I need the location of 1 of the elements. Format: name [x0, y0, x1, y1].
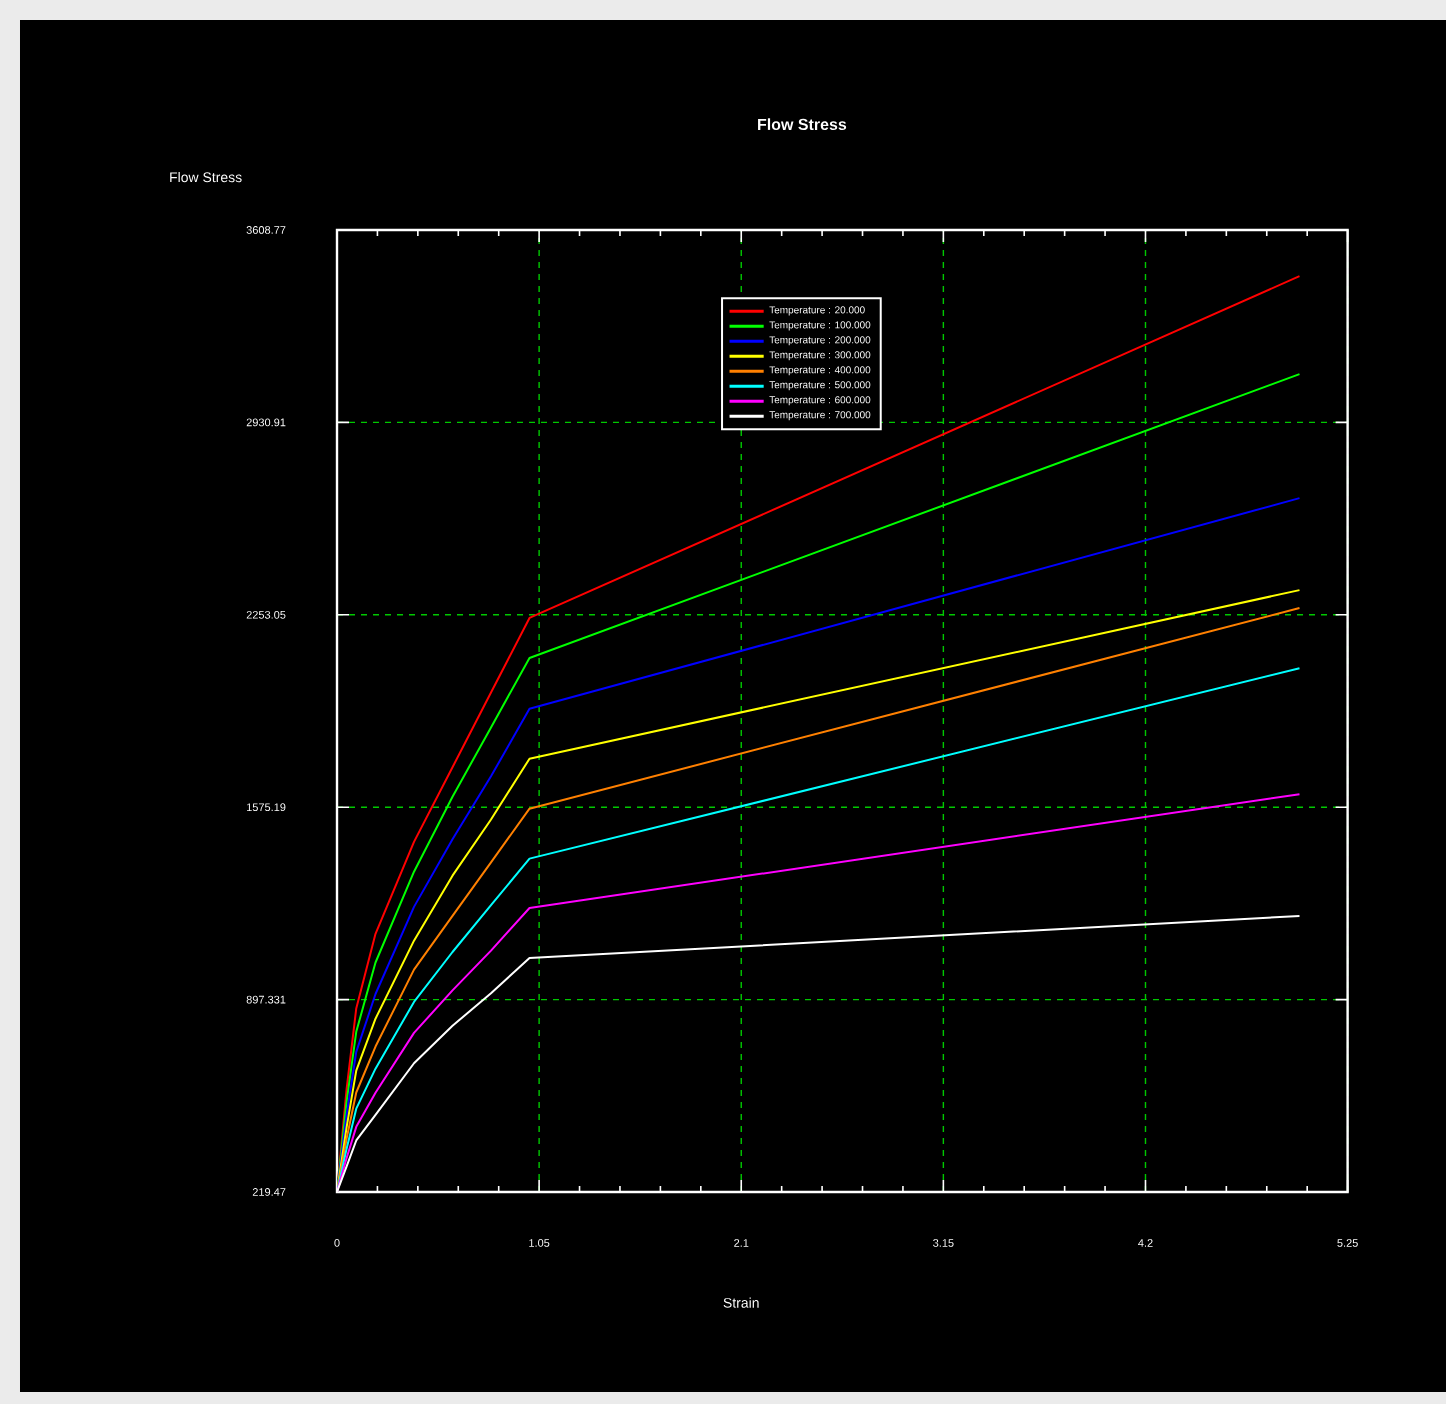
chart-title: Flow Stress — [758, 118, 847, 131]
